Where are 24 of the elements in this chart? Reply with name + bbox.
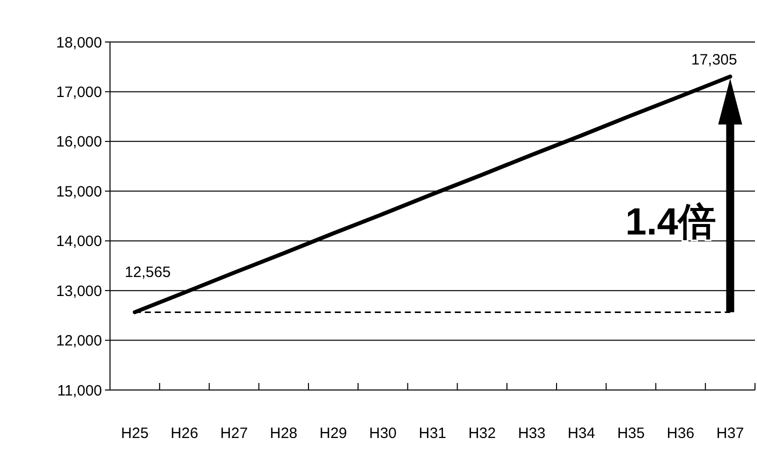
data-label: 17,305 bbox=[691, 52, 738, 69]
annotation: 1.4倍 bbox=[625, 201, 716, 244]
x-tick-label: H34 bbox=[568, 425, 596, 442]
x-tick-label: H32 bbox=[468, 425, 496, 442]
y-tick-label: 15,000 bbox=[56, 183, 102, 200]
x-tick-label: H30 bbox=[369, 425, 397, 442]
x-tick-label: H28 bbox=[270, 425, 298, 442]
x-tick-label: H33 bbox=[518, 425, 546, 442]
x-tick-label: H36 bbox=[666, 425, 694, 442]
y-tick-label: 11,000 bbox=[57, 382, 102, 400]
x-tick-label: H35 bbox=[617, 425, 645, 442]
x-tick-label: H37 bbox=[716, 425, 744, 442]
x-tick-label: H29 bbox=[320, 425, 348, 442]
y-tick-label: 17,000 bbox=[56, 84, 102, 101]
y-tick-label: 12,000 bbox=[56, 332, 102, 350]
x-tick-label: H26 bbox=[170, 425, 198, 442]
y-tick-label: 14,000 bbox=[56, 233, 102, 250]
x-tick-label: H27 bbox=[220, 425, 248, 442]
x-tick-label: H31 bbox=[418, 425, 446, 442]
data-label: 12,565 bbox=[124, 264, 171, 282]
y-tick-label: 18,000 bbox=[56, 34, 102, 52]
y-tick-label: 16,000 bbox=[56, 134, 102, 151]
y-tick-label: 13,000 bbox=[56, 282, 102, 300]
x-tick-label: H25 bbox=[121, 425, 149, 442]
